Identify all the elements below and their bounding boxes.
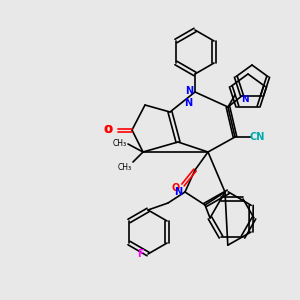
Text: O: O xyxy=(172,183,180,193)
Text: F: F xyxy=(137,249,143,259)
Text: CH₃: CH₃ xyxy=(113,140,127,148)
Text: N: N xyxy=(174,187,182,197)
Text: CH₃: CH₃ xyxy=(118,163,132,172)
Text: N: N xyxy=(185,86,193,96)
Text: N: N xyxy=(241,95,249,104)
Text: O: O xyxy=(104,125,112,135)
Text: CN: CN xyxy=(249,132,265,142)
Text: O: O xyxy=(105,125,113,135)
Text: N: N xyxy=(184,98,192,108)
